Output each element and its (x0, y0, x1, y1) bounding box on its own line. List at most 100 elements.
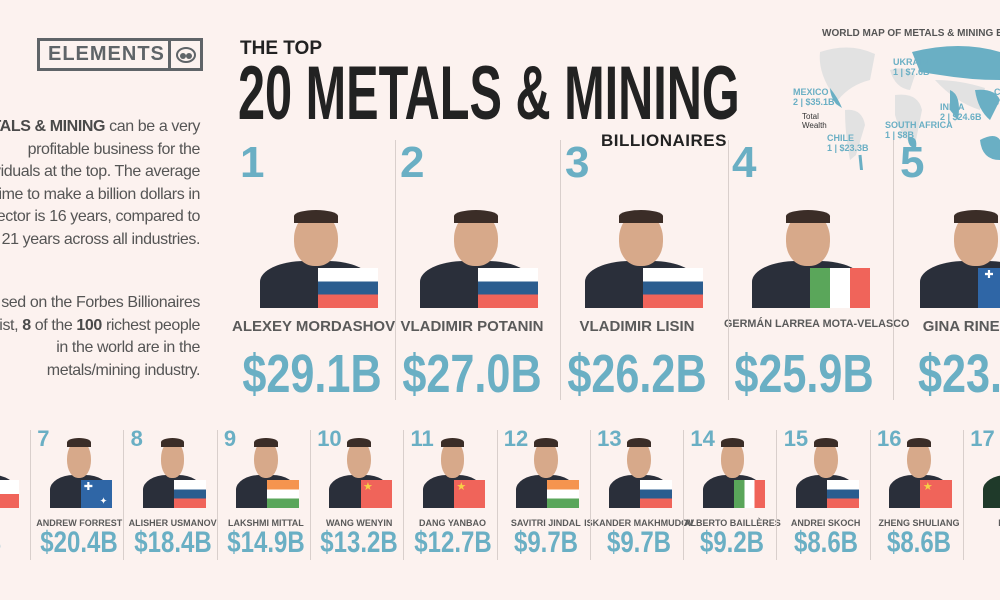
map-label-mexico: MEXICO 2 | $35.1B (793, 87, 835, 107)
portrait-photo: ★ (326, 434, 393, 508)
portrait-hair (293, 210, 339, 223)
net-worth: $13.2B (320, 526, 398, 559)
divider (683, 430, 685, 560)
title-sub: BILLIONAIRES (601, 131, 727, 150)
portrait-head (720, 439, 745, 479)
logo-text: ELEMENTS (48, 43, 165, 65)
intro-line: profitable business for the (27, 140, 201, 158)
divider (869, 430, 871, 560)
portrait-hair (618, 210, 664, 223)
billionaire-name: ALBERTO BAILLÈRES (683, 518, 781, 528)
billionaire-name: VLADIMIR POTANIN (400, 318, 544, 335)
net-worth: $9.7B (607, 526, 672, 559)
rank-number: 3 (565, 138, 590, 187)
portrait-photo (233, 434, 299, 508)
portrait-photo (414, 204, 538, 308)
flag-russia (827, 479, 859, 508)
rank-number: 4 (732, 138, 757, 187)
intro-paragraph-2: sed on the Forbes Billionaires List, 8 of… (0, 292, 200, 382)
net-worth: $12.7B (413, 526, 492, 559)
portrait-photo: ★ (420, 434, 486, 508)
portrait-hair (533, 438, 558, 448)
intro-line: List, 8 of the 100 richest people (0, 315, 200, 338)
rank-number: 5 (900, 138, 925, 187)
net-worth: $18.4B (133, 526, 212, 559)
flag-russia (318, 268, 378, 308)
portrait-hair (813, 438, 838, 448)
portrait-head (907, 439, 931, 479)
intro-text: 100 (76, 316, 102, 334)
portrait-hair (627, 438, 651, 448)
divider (893, 140, 894, 400)
divider (403, 430, 405, 560)
billionaire-name: VLADIMIR LISIN (579, 318, 695, 335)
divider (496, 430, 498, 560)
portrait-hair (254, 438, 278, 448)
divider (309, 430, 311, 560)
intro-line: viduals at the top. The average (0, 163, 200, 180)
portrait-head (813, 439, 838, 479)
net-worth: $27.0B (402, 344, 542, 404)
intro-text: of the (30, 316, 77, 334)
title-pre: THE TOP (240, 38, 322, 59)
net-worth: $8.6B (793, 526, 858, 559)
intro-line: sed on the Forbes Billionaires (1, 294, 200, 311)
flag-russia (640, 479, 673, 508)
portrait-photo: ★ (886, 434, 952, 508)
intro-line: metals/mining industry. (46, 361, 201, 379)
portrait-hair (453, 210, 499, 223)
net-worth: $20.4B (40, 526, 118, 559)
flag-india (547, 479, 579, 508)
flag-china: ★ (920, 479, 952, 508)
billionaire-name: NICKY (932, 518, 1000, 528)
divider (216, 430, 218, 560)
billionaire-name: LAKSHMI MITTAL (227, 518, 304, 528)
portrait-hair (953, 210, 999, 223)
flag-russia (173, 479, 206, 508)
portrait-photo (254, 204, 378, 308)
rank-number: 17 (970, 426, 995, 451)
portrait-photo (699, 434, 766, 508)
divider (123, 430, 125, 560)
billionaire-name: WANG WENYIN (325, 518, 393, 528)
intro-text: METALS & MINING (0, 118, 106, 135)
rank-number: 11 (410, 426, 434, 451)
portrait-head (347, 439, 372, 479)
rank-number: 8 (130, 426, 143, 451)
flag-russia (478, 268, 538, 308)
rank-number: 14 (690, 426, 715, 451)
portrait-head (440, 439, 465, 479)
map-label-chile: CHILE 1 | $23.3B (827, 133, 869, 153)
rank-number: 13 (597, 426, 622, 451)
billionaire-name: ALEXEY MORDASHOV (232, 318, 396, 335)
net-worth: $9.2B (700, 526, 765, 559)
portrait-photo (140, 434, 206, 508)
page-title: 20 METALS & MINING (238, 51, 740, 136)
map-label-india: INDIA 2 | $24.6B (940, 102, 982, 122)
portrait-photo (606, 434, 673, 508)
intro-text: List, (0, 316, 19, 334)
portrait-photo (793, 434, 859, 508)
billionaire-name: GINA RINEHA (922, 318, 1000, 335)
intro-text: can be a very (105, 118, 200, 135)
rank-number: 16 (877, 426, 902, 451)
flag-australia: ✚✦ (978, 268, 1000, 308)
divider (776, 430, 778, 560)
net-worth: $14.9B (227, 526, 305, 559)
divider (560, 140, 561, 400)
flag-chile (0, 479, 19, 508)
net-worth: $9.7B (513, 526, 578, 559)
net-worth: 3B (0, 526, 66, 560)
rank-number: 7 (37, 426, 50, 451)
intro-line: METALS & MINING can be a very (0, 116, 200, 139)
flag-china: ★ (453, 479, 486, 508)
billionaire-name: ZHENG SHULIANG (878, 518, 960, 528)
portrait-photo (0, 434, 19, 508)
intro-text: 8 (22, 316, 31, 334)
net-worth: $23.6 (917, 344, 1000, 404)
intro-line: sector is 16 years, compared to (0, 208, 200, 225)
net-worth: $26.2B (567, 344, 707, 404)
portrait-hair (720, 438, 745, 448)
rank-number: 12 (503, 426, 529, 451)
divider (395, 140, 396, 400)
